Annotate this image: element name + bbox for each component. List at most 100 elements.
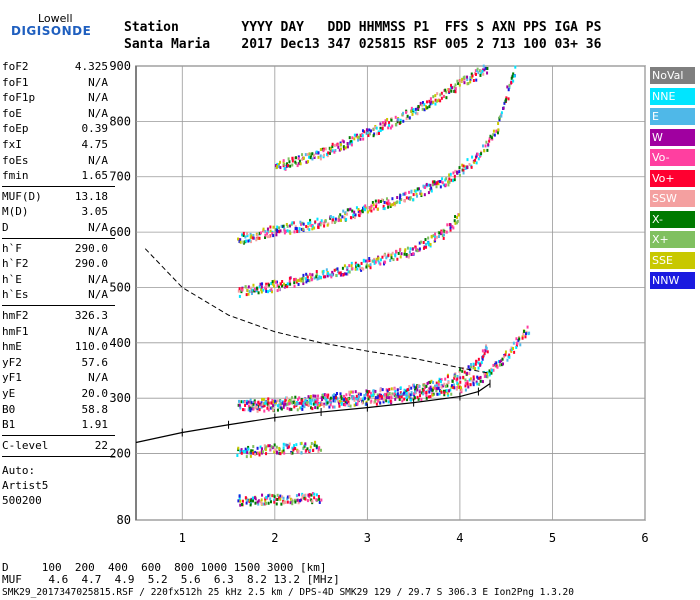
trace-mark xyxy=(442,236,445,240)
trace-mark xyxy=(387,205,390,209)
trace-mark xyxy=(365,263,368,267)
trace-mark xyxy=(446,384,449,388)
trace-mark xyxy=(357,208,360,212)
trace-mark xyxy=(483,149,486,153)
trace-mark xyxy=(249,454,252,458)
trace-mark xyxy=(458,166,461,170)
param-value: 1.91 xyxy=(81,418,109,432)
trace-mark xyxy=(361,206,364,210)
trace-mark xyxy=(308,493,311,497)
trace-mark xyxy=(344,146,347,150)
trace-mark xyxy=(239,240,242,244)
trace-mark xyxy=(488,139,491,143)
param-separator xyxy=(2,185,115,187)
trace-mark xyxy=(237,446,240,450)
trace-mark xyxy=(311,499,314,503)
trace-mark xyxy=(446,391,449,395)
trace-mark xyxy=(433,182,436,186)
trace-mark xyxy=(396,392,399,396)
trace-mark xyxy=(421,103,424,107)
trace-mark xyxy=(330,149,333,153)
trace-mark xyxy=(480,379,483,383)
trace-mark xyxy=(467,82,470,86)
trace-mark xyxy=(317,151,320,155)
trace-mark xyxy=(492,363,495,367)
trace-mark xyxy=(320,396,323,400)
trace-mark xyxy=(472,377,475,381)
trace-mark xyxy=(285,402,288,406)
trace-mark xyxy=(326,274,329,278)
trace-mark xyxy=(409,247,412,251)
trace-mark xyxy=(427,236,430,240)
trace-mark xyxy=(453,376,456,380)
trace-mark xyxy=(458,370,461,374)
trace-mark xyxy=(495,129,498,133)
trace-mark xyxy=(477,376,480,380)
trace-mark xyxy=(429,183,432,187)
param-label: yF1 xyxy=(2,371,22,385)
trace-mark xyxy=(266,235,269,239)
trace-mark xyxy=(476,69,479,73)
trace-mark xyxy=(310,441,313,445)
trace-mark xyxy=(450,89,453,93)
trace-mark xyxy=(284,500,287,504)
trace-mark xyxy=(497,122,500,126)
trace-mark xyxy=(368,206,371,210)
param-value: 13.18 xyxy=(74,189,108,203)
trace-mark xyxy=(337,219,340,223)
trace-mark xyxy=(477,357,480,361)
trace-mark xyxy=(352,396,355,400)
trace-mark xyxy=(327,272,330,276)
trace-mark xyxy=(472,366,475,370)
trace-mark xyxy=(276,228,279,232)
trace-mark xyxy=(464,384,467,388)
trace-mark xyxy=(317,449,320,453)
trace-mark xyxy=(265,284,268,288)
trace-mark xyxy=(414,390,417,394)
trace-mark xyxy=(279,160,282,164)
trace-mark xyxy=(395,393,398,397)
trace-mark xyxy=(251,404,254,408)
trace-mark xyxy=(472,383,475,387)
trace-mark xyxy=(365,265,368,269)
trace-mark xyxy=(387,202,390,206)
trace-mark xyxy=(418,247,421,251)
trace-mark xyxy=(278,230,281,234)
trace-mark xyxy=(280,284,283,288)
trace-mark xyxy=(425,384,428,388)
trace-mark xyxy=(293,277,296,281)
trace-mark xyxy=(271,280,274,284)
trace-mark xyxy=(479,154,482,158)
trace-mark xyxy=(329,403,332,407)
trace-mark xyxy=(321,402,324,406)
trace-mark xyxy=(464,378,467,382)
trace-mark xyxy=(329,273,332,277)
trace-mark xyxy=(434,386,437,390)
trace-mark xyxy=(425,391,428,395)
trace-mark xyxy=(383,200,386,204)
trace-mark xyxy=(315,275,318,279)
trace-mark xyxy=(416,187,419,191)
trace-mark xyxy=(423,108,426,112)
param-separator xyxy=(2,237,115,239)
trace-mark xyxy=(406,394,409,398)
trace-mark xyxy=(426,241,429,245)
trace-mark xyxy=(268,444,271,448)
trace-mark xyxy=(472,362,475,366)
trace-mark xyxy=(433,235,436,239)
trace-mark xyxy=(426,100,429,104)
trace-mark xyxy=(335,273,338,277)
trace-mark xyxy=(236,453,239,457)
trace-mark xyxy=(359,267,362,271)
trace-mark xyxy=(264,286,267,290)
trace-mark xyxy=(362,259,365,263)
legend-item-nne: NNE xyxy=(650,87,695,105)
trace-mark xyxy=(500,363,503,367)
trace-mark xyxy=(436,181,439,185)
trace-mark xyxy=(357,209,360,213)
trace-mark xyxy=(483,372,486,376)
trace-mark xyxy=(319,157,322,161)
trace-mark xyxy=(304,277,307,281)
trace-mark xyxy=(379,199,382,203)
trace-mark xyxy=(317,223,320,227)
